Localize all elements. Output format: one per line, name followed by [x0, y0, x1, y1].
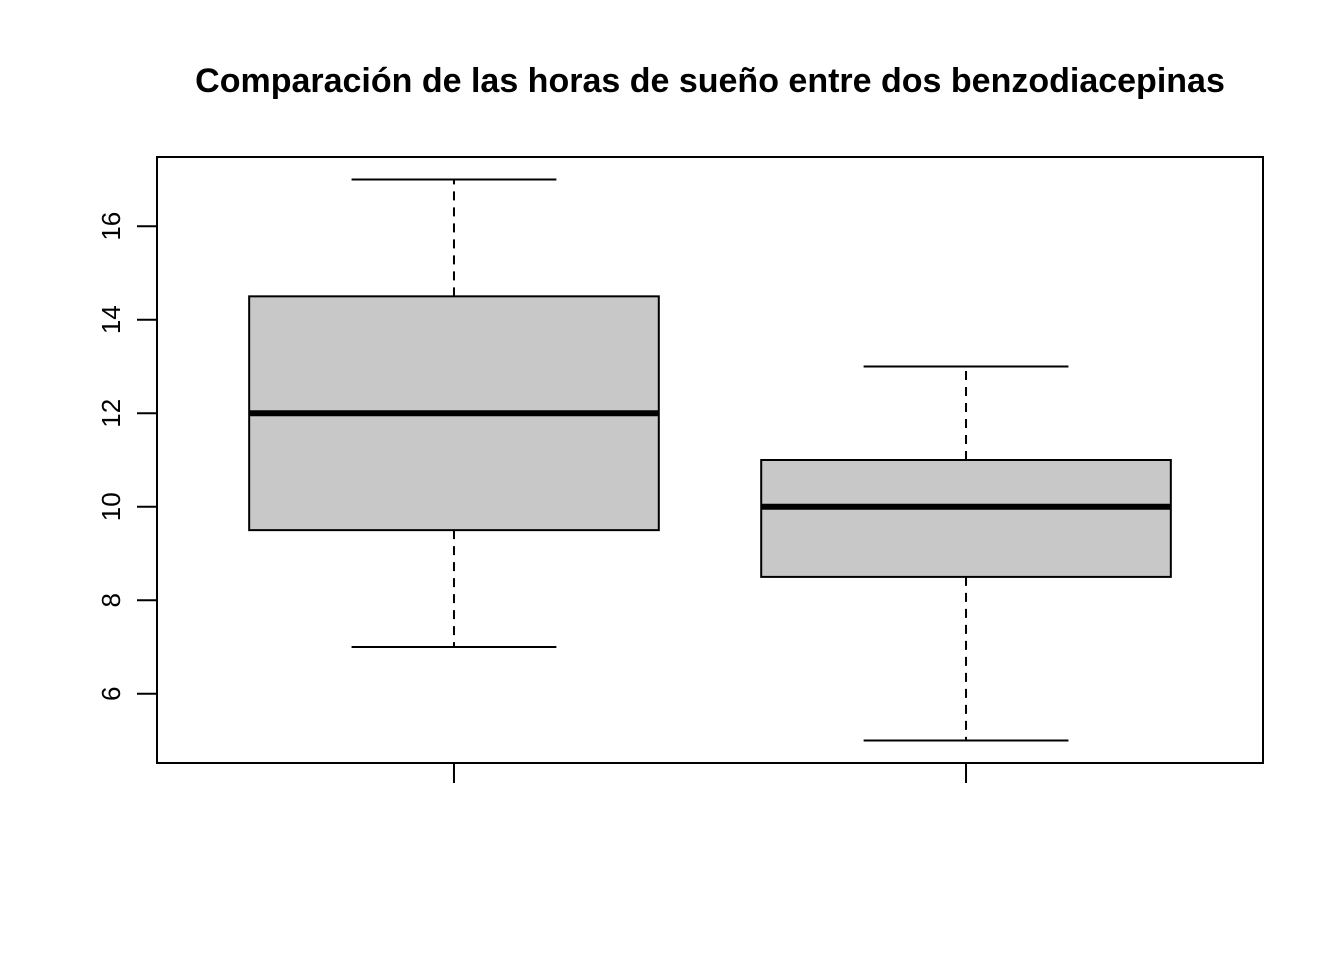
- y-axis: 6 8 10 12 14 16: [96, 212, 158, 701]
- y-tick-label: 14: [96, 305, 126, 334]
- boxes: [248, 178, 1172, 742]
- y-tick-label: 12: [96, 399, 126, 428]
- y-tick-label: 6: [96, 687, 126, 701]
- box-group: [760, 365, 1172, 742]
- y-tick-label: 16: [96, 212, 126, 241]
- iqr-box: [760, 459, 1172, 578]
- x-axis: [452, 763, 968, 783]
- chart-title: Comparación de las horas de sueño entre …: [195, 62, 1225, 100]
- y-tick-label: 8: [96, 593, 126, 607]
- box-group: [248, 178, 660, 649]
- y-tick-label: 10: [96, 492, 126, 521]
